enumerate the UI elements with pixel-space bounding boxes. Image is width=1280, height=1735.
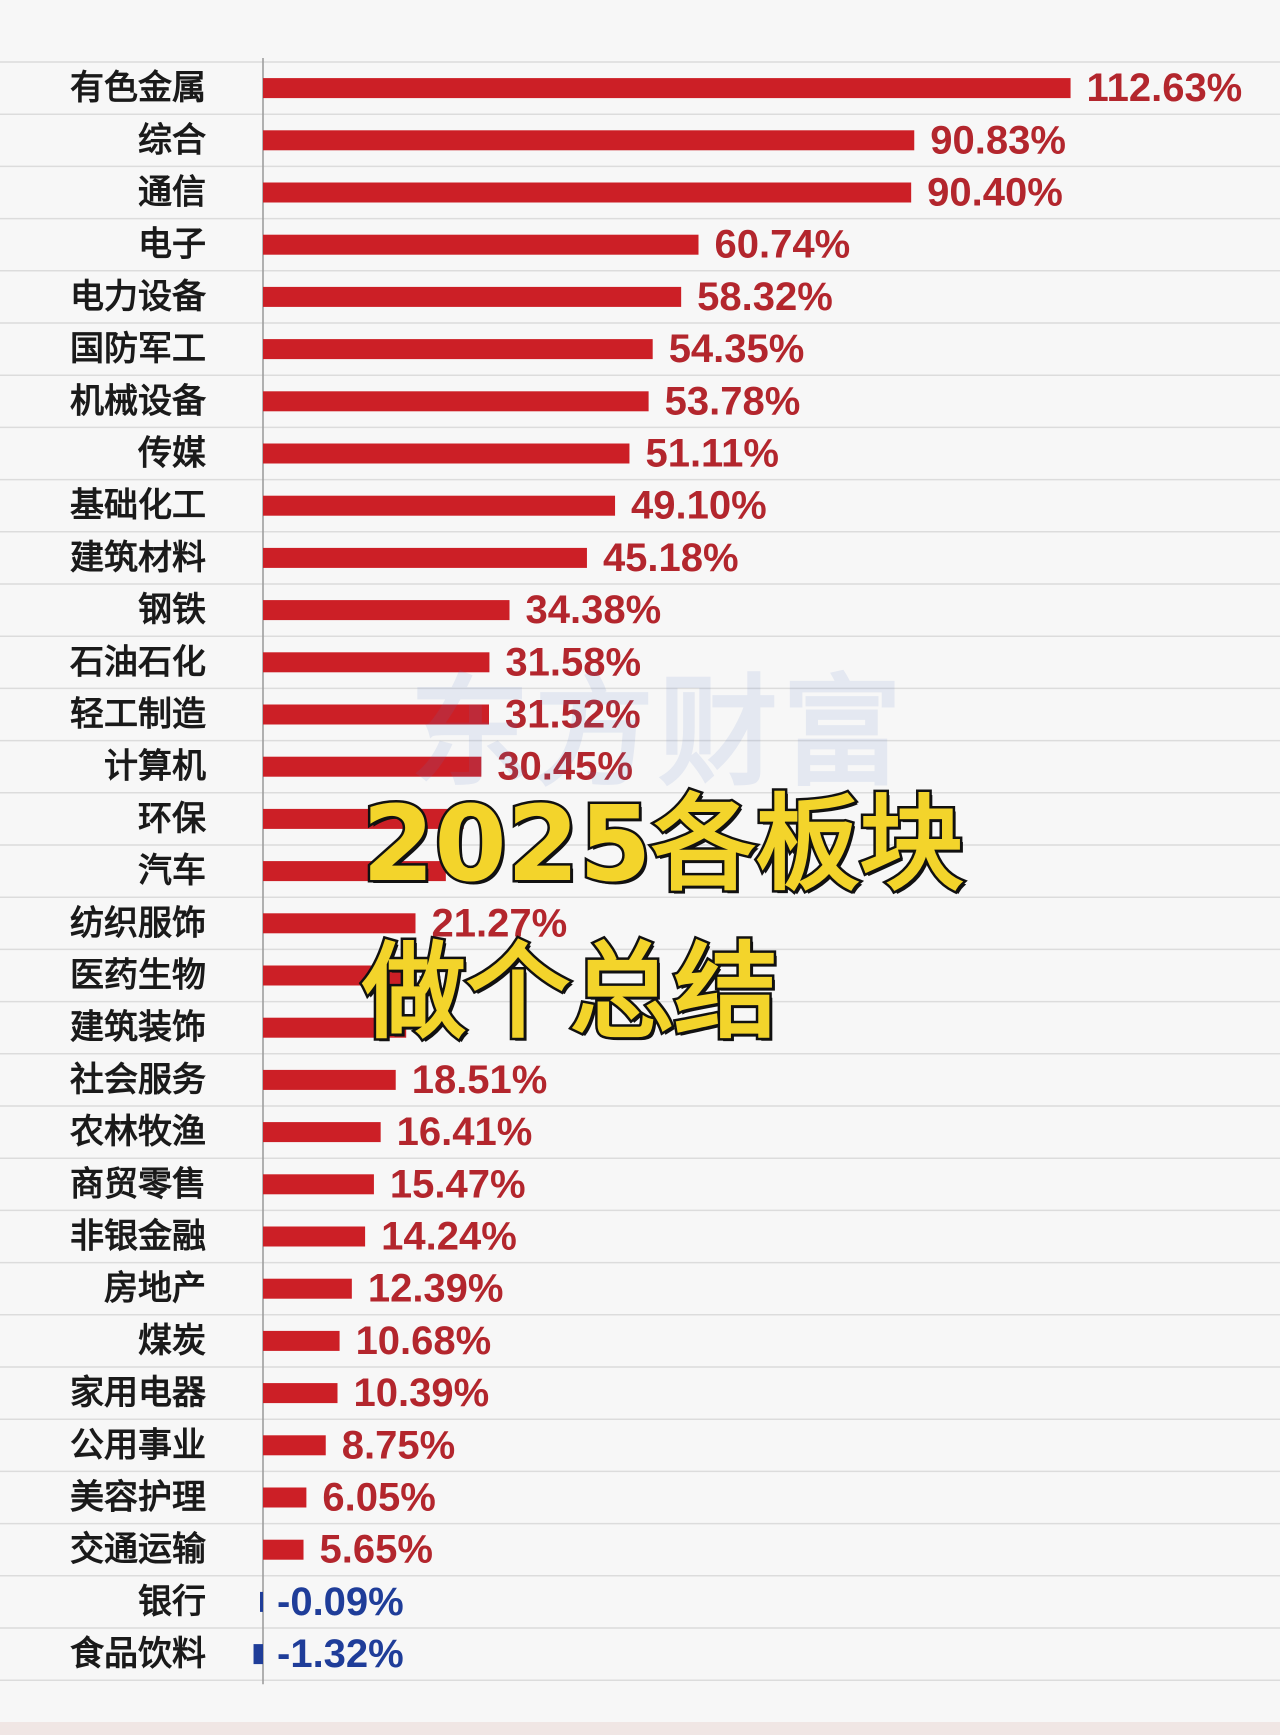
overlay-caption: 2025各板块 做个总结: [359, 770, 965, 1066]
category-label: 环保: [138, 799, 207, 839]
category-label: 通信: [138, 173, 206, 213]
value-label: 8.75%: [342, 1423, 455, 1467]
value-label: 16.41%: [397, 1110, 533, 1154]
bar: [263, 1278, 352, 1299]
value-label: 31.52%: [505, 693, 641, 737]
category-label: 医药生物: [70, 956, 206, 996]
category-label: 银行: [138, 1582, 206, 1622]
bar: [263, 130, 915, 151]
category-label: 钢铁: [138, 590, 206, 630]
value-label: 21.27%: [432, 901, 568, 945]
category-label: 房地产: [104, 1269, 206, 1309]
bottom-band: [0, 1722, 1280, 1735]
value-label: 58.32%: [697, 275, 833, 319]
value-label: 12.39%: [368, 1267, 504, 1311]
bar: [253, 1644, 263, 1665]
category-label: 社会服务: [70, 1060, 206, 1100]
category-label: 国防军工: [70, 329, 206, 369]
category-label: 公用事业: [70, 1425, 206, 1465]
category-label: 纺织服饰: [70, 903, 206, 943]
value-label: 15.47%: [390, 1162, 526, 1206]
value-label: -1.32%: [277, 1632, 404, 1676]
category-label: 有色金属: [70, 68, 206, 108]
bar: [263, 339, 653, 360]
value-label: 30.45%: [497, 745, 633, 789]
bar: [263, 182, 912, 203]
value-label: 18.51%: [412, 1058, 548, 1102]
bar: [263, 913, 416, 934]
category-label: 轻工制造: [70, 695, 206, 735]
bar: [263, 391, 649, 412]
category-label: 电力设备: [70, 277, 207, 317]
category-label: 农林牧渔: [70, 1112, 206, 1152]
bar: [263, 704, 489, 725]
value-label: 112.63%: [1087, 66, 1243, 110]
watermark: 东方财富: [410, 664, 906, 803]
bar: [263, 1383, 338, 1404]
bar: [263, 1122, 381, 1143]
bar: [263, 1435, 326, 1456]
category-label: 食品饮料: [70, 1634, 206, 1674]
category-label: 汽车: [138, 851, 206, 891]
category-label: 机械设备: [70, 381, 207, 421]
category-label: 基础化工: [70, 486, 206, 526]
bar: [260, 1591, 263, 1612]
bar: [263, 600, 510, 621]
category-label: 计算机: [104, 747, 206, 787]
category-label: 建筑材料: [70, 538, 206, 578]
value-label: 90.40%: [927, 171, 1063, 215]
overlay-line-2: 做个总结: [359, 929, 780, 1056]
value-label: 34.38%: [526, 588, 662, 632]
value-label: 60.74%: [715, 223, 851, 267]
bar: [263, 965, 408, 986]
value-label: 53.78%: [665, 379, 801, 423]
value-label: 45.18%: [603, 536, 739, 580]
value-label: 54.35%: [669, 327, 805, 371]
bar: [263, 1174, 374, 1195]
category-label: 家用电器: [70, 1373, 207, 1413]
bar: [263, 78, 1071, 99]
category-label: 煤炭: [138, 1321, 206, 1361]
category-label: 建筑装饰: [70, 1008, 206, 1048]
category-label: 传媒: [137, 434, 207, 474]
value-label: 14.24%: [381, 1215, 517, 1259]
category-label: 综合: [138, 120, 206, 160]
overlay-line-1: 2025各板块: [359, 781, 965, 908]
bar: [263, 808, 464, 829]
category-label: 商贸零售: [70, 1164, 206, 1204]
bar: [263, 652, 490, 673]
value-label: 10.39%: [353, 1371, 489, 1415]
value-label: 51.11%: [645, 432, 778, 476]
bar: [263, 1487, 307, 1508]
bar: [263, 234, 699, 255]
bar: [263, 1330, 340, 1351]
value-label: 90.83%: [930, 118, 1066, 162]
value-label: -0.09%: [277, 1580, 404, 1624]
bar: [263, 286, 682, 307]
value-label: 6.05%: [322, 1476, 435, 1520]
bar: [263, 861, 446, 882]
bar: [263, 443, 630, 464]
bar: [263, 1539, 304, 1560]
category-label: 石油石化: [69, 642, 206, 682]
category-label: 交通运输: [70, 1530, 207, 1570]
bar: [263, 495, 616, 516]
bar: [263, 547, 587, 568]
bar: [263, 1017, 407, 1038]
value-label: 31.58%: [505, 640, 641, 684]
value-label: 5.65%: [320, 1528, 433, 1572]
bar: [263, 756, 482, 777]
category-label: 电子: [138, 225, 206, 265]
category-label: 美容护理: [70, 1478, 206, 1518]
value-label: 49.10%: [631, 484, 767, 528]
category-label: 非银金融: [70, 1217, 206, 1257]
bar: [263, 1069, 396, 1090]
value-label: 10.68%: [356, 1319, 492, 1363]
bar: [263, 1226, 366, 1247]
